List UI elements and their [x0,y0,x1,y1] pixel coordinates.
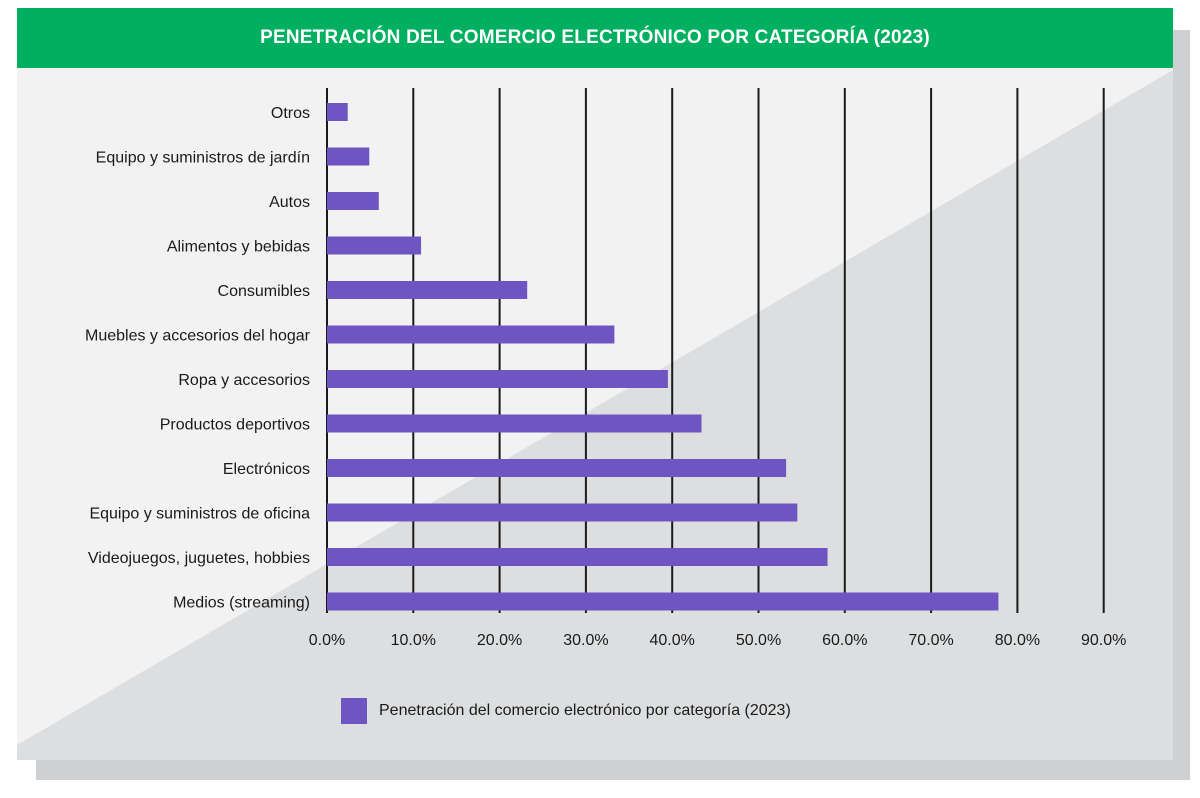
x-tick-label: 70.0% [908,632,953,649]
category-label: Medios (streaming) [173,595,310,612]
x-tick-label: 40.0% [650,632,695,649]
bar [327,459,787,477]
bar [327,503,798,522]
bar [327,147,370,166]
bar [327,281,528,299]
legend: Penetración del comercio electrónico por… [341,698,791,724]
category-label: Equipo y suministros de jardín [96,150,310,167]
bar [327,592,999,611]
bar [327,370,668,388]
category-label: Consumibles [218,283,310,300]
category-label: Videojuegos, juguetes, hobbies [88,550,310,567]
category-label: Alimentos y bebidas [167,239,310,256]
category-label: Productos deportivos [160,417,310,434]
bar [327,325,615,344]
bar [327,103,348,121]
category-label: Equipo y suministros de oficina [89,506,310,523]
x-tick-label: 30.0% [563,632,608,649]
chart-title: PENETRACIÓN DEL COMERCIO ELECTRÓNICO POR… [17,8,1173,68]
bar [327,414,702,433]
bar-chart: Otros Equipo y suministros de jardín Autos… [85,88,1126,649]
legend-label: Penetración del comercio electrónico por… [379,702,791,719]
x-tick-label: 0.0% [309,632,345,649]
bar [327,192,379,210]
category-label: Ropa y accesorios [178,372,310,389]
category-label: Autos [269,194,310,211]
x-tick-label: 50.0% [736,632,781,649]
category-label: Muebles y accesorios del hogar [85,328,311,345]
x-tick-label: 20.0% [477,632,522,649]
x-tick-label: 90.0% [1081,632,1126,649]
bar [327,548,828,566]
legend-swatch [341,698,367,724]
chart-card: PENETRACIÓN DEL COMERCIO ELECTRÓNICO POR… [17,8,1173,760]
x-tick-label: 80.0% [995,632,1040,649]
x-tick-label: 60.0% [822,632,867,649]
category-label: Otros [271,105,310,122]
bar [327,236,422,255]
category-label: Electrónicos [223,461,310,478]
x-tick-label: 10.0% [391,632,436,649]
